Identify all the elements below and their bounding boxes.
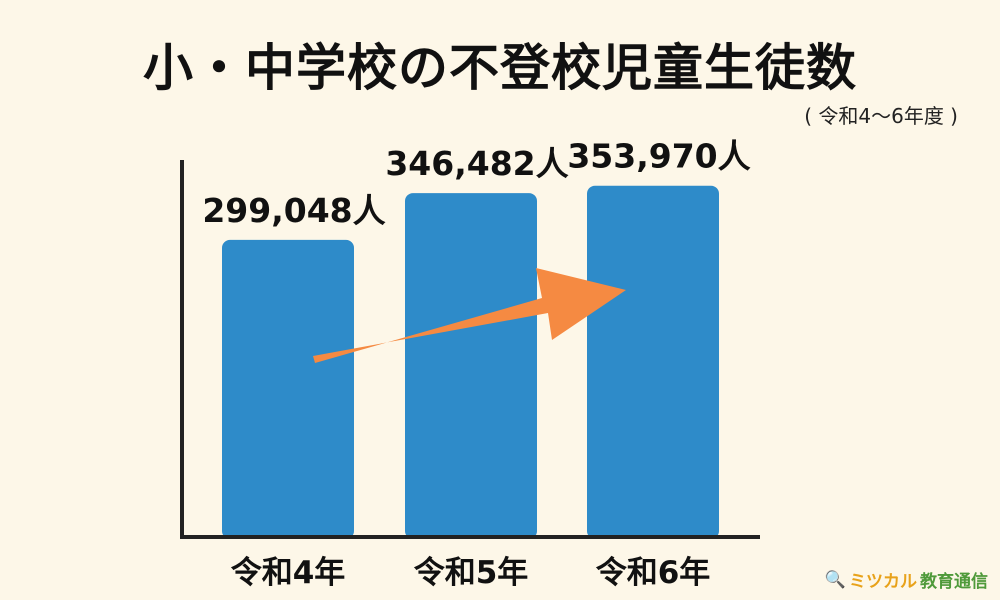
value-label-3: 353,970人 [567, 137, 750, 176]
magnifier-icon: 🔍 [824, 569, 846, 590]
value-label-1: 299,048人 [202, 191, 385, 230]
category-label-2: 令和5年 [414, 555, 529, 591]
chart-subtitle: ( 令和4〜6年度 ) [804, 104, 958, 128]
chart-title: 小・中学校の不登校児童生徒数 [143, 39, 857, 97]
brand-name-kana: ミツカル [849, 572, 917, 592]
brand-name-rest: 教育通信 [920, 572, 988, 592]
category-label-1: 令和4年 [231, 555, 346, 591]
category-label-3: 令和6年 [596, 555, 711, 591]
value-label-2: 346,482人 [385, 144, 568, 183]
bar-3 [587, 185, 719, 539]
bar-2 [405, 193, 537, 540]
bar-1 [222, 239, 354, 539]
brand-watermark: 🔍 ミツカル 教育通信 [824, 567, 988, 593]
trend-arrow [313, 268, 626, 363]
